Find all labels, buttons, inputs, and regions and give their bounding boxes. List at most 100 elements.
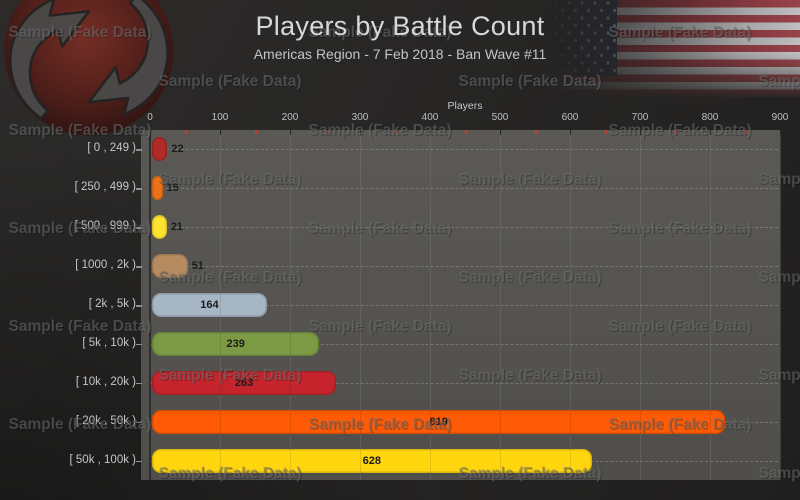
gridline-overlay [500,130,501,480]
x-minor-tick-mark [675,130,677,134]
y-category-label: [ 20k , 50k ) [75,414,136,427]
watermark-text: Sample (Fake Data) [308,122,452,139]
gridline [570,130,571,480]
bar-value-label: 263 [234,376,254,389]
watermark-text: Sample (Fake Data) [158,367,302,384]
y-category-label: [ 2k , 5k ) [88,298,136,310]
bar-value-label: 628 [362,454,381,467]
x-minor-tick-mark [185,130,187,134]
watermark-text: Sample (Fake Data) [458,269,602,286]
gridline-overlay [290,130,291,480]
watermark-text: Sample (Fake Data) [458,73,602,90]
gridline [430,130,431,480]
x-tick-label: 600 [561,112,579,123]
flag-fade-overlay [553,0,800,97]
x-tick-label: 700 [631,112,649,123]
x-major-tick-mark [710,130,711,135]
watermark-text: Sample (Fake Data) [758,171,800,188]
y-tick-mark [136,421,142,424]
watermark-text: Sample (Fake Data) [308,416,452,433]
watermark-text: Sample (Fake Data) [8,220,152,237]
watermark-text: Sample (Fake Data) [8,24,152,41]
watermark-text: Sample (Fake Data) [608,416,752,433]
watermark-text: Sample (Fake Data) [608,220,752,237]
row-guide-line [151,266,778,268]
bar-3 [152,254,188,279]
y-tick-mark [136,343,142,346]
row-guide-line [151,305,778,306]
bar-value-label: 22 [171,143,184,156]
y-axis-line [149,130,151,480]
gridline-overlay [430,130,431,480]
gridline [640,130,641,480]
x-major-tick-mark [570,130,571,135]
x-major-tick-mark [220,130,221,135]
watermark-text: Sample (Fake Data) [458,367,602,384]
y-category-label: [ 10k , 20k ) [75,375,136,388]
x-tick-label: 0 [147,112,153,123]
bar-2 [152,215,167,240]
row-guide-line [151,382,778,384]
watermark-text: Sample (Fake Data) [458,465,602,482]
x-axis-title: Players [447,100,483,112]
gridline-overlay [220,130,221,480]
x-major-tick-mark [430,130,431,135]
watermark-text: Sample (Fake Data) [308,220,452,237]
x-tick-label: 400 [421,112,439,123]
y-category-label: [ 0 , 249 ) [87,142,136,155]
x-major-tick-mark [150,130,151,135]
bar-value-label: 15 [166,182,179,195]
bar-4 [152,293,267,317]
gridline-overlay [780,130,781,480]
y-tick-mark [136,149,142,151]
x-minor-tick-mark [605,130,607,134]
gridline [360,130,361,480]
x-tick-label: 100 [211,112,229,123]
bar-value-label: 51 [191,260,204,273]
bar-1 [152,176,163,201]
y-category-label: [ 500 , 999 ) [74,220,136,233]
y-tick-mark [136,382,142,385]
plot-area: 22 15 21 51 164 239 263 819 628 [141,130,781,480]
y-category-label: [ 5k , 10k ) [82,336,136,349]
row-guide-line [151,227,778,229]
row-guide-line [151,188,778,190]
watermark-text: Sample (Fake Data) [308,24,452,41]
x-major-tick-mark [500,130,501,135]
gridline-overlay [570,130,571,480]
gridline-overlay [640,130,641,480]
y-tick-mark [136,188,142,190]
bar-value-label: 164 [200,299,219,311]
watermark-text: Sample (Fake Data) [608,24,752,41]
bar-8 [152,448,592,473]
x-major-tick-mark [290,130,291,135]
bar-5 [152,331,320,356]
watermark-text: Sample (Fake Data) [158,171,302,188]
watermark-text: Sample (Fake Data) [158,73,302,90]
bar-0 [152,137,168,162]
x-tick-label: 300 [351,112,369,123]
y-category-label: [ 250 , 499 ) [74,181,136,194]
watermark-text: Sample (Fake Data) [8,318,152,335]
y-tick-mark [136,266,142,268]
watermark-text: Sample (Fake Data) [608,318,752,335]
gridline [780,130,781,480]
x-major-tick-mark [780,130,781,135]
y-category-label: [ 1000 , 2k ) [75,259,136,272]
row-guide-line [151,149,778,151]
x-tick-label: 200 [281,112,299,123]
x-major-tick-mark [360,130,361,135]
gridline-overlay [710,130,711,480]
gridline [290,130,291,480]
x-minor-tick-mark [325,130,327,134]
watermark-text: Sample (Fake Data) [608,122,752,139]
watermark-text: Sample (Fake Data) [8,122,152,139]
watermark-text: Sample (Fake Data) [758,465,800,482]
gridline [500,130,501,480]
bar-value-label: 239 [226,337,245,350]
x-minor-tick-mark [395,130,397,134]
x-minor-tick-mark [255,130,257,134]
watermark-text: Sample (Fake Data) [308,318,452,335]
y-tick-mark [136,227,142,229]
